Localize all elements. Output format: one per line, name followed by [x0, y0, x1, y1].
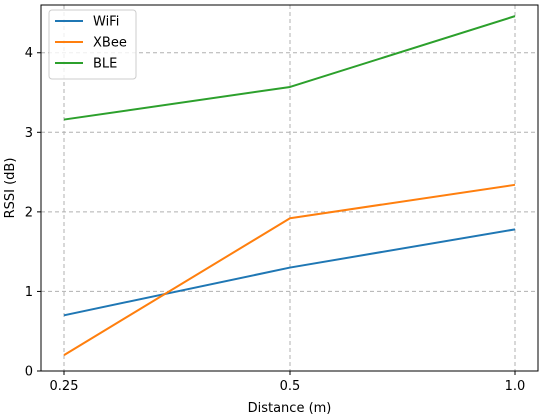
series-line-wifi: [63, 228, 516, 317]
series-line-ble: [63, 15, 516, 121]
legend-entry: WiFi: [93, 15, 119, 30]
legend-box: [48, 9, 137, 80]
y-tick-label: 4: [25, 46, 33, 61]
y-tick-labels: 0 1 2 3 4: [25, 46, 33, 379]
legend-entry: BLE: [93, 57, 117, 72]
y-tick-label: 0: [25, 365, 33, 380]
x-axis-label: Distance (m): [248, 401, 332, 416]
series-lines: [63, 15, 516, 356]
axis-ticks: [37, 52, 516, 375]
y-tick-label: 3: [25, 126, 33, 141]
x-tick-label: 0.25: [50, 379, 79, 394]
y-tick-label: 1: [25, 285, 33, 300]
y-tick-label: 2: [25, 205, 33, 220]
x-tick-label: 1.0: [505, 379, 526, 394]
x-tick-label: 0.5: [280, 379, 301, 394]
series-line-xbee: [63, 183, 516, 356]
legend: WiFi XBee BLE: [48, 9, 137, 80]
x-tick-labels: 0.25 0.5 1.0: [50, 379, 526, 394]
y-axis-label: RSSI (dB): [3, 158, 18, 219]
legend-entry: XBee: [93, 36, 127, 51]
